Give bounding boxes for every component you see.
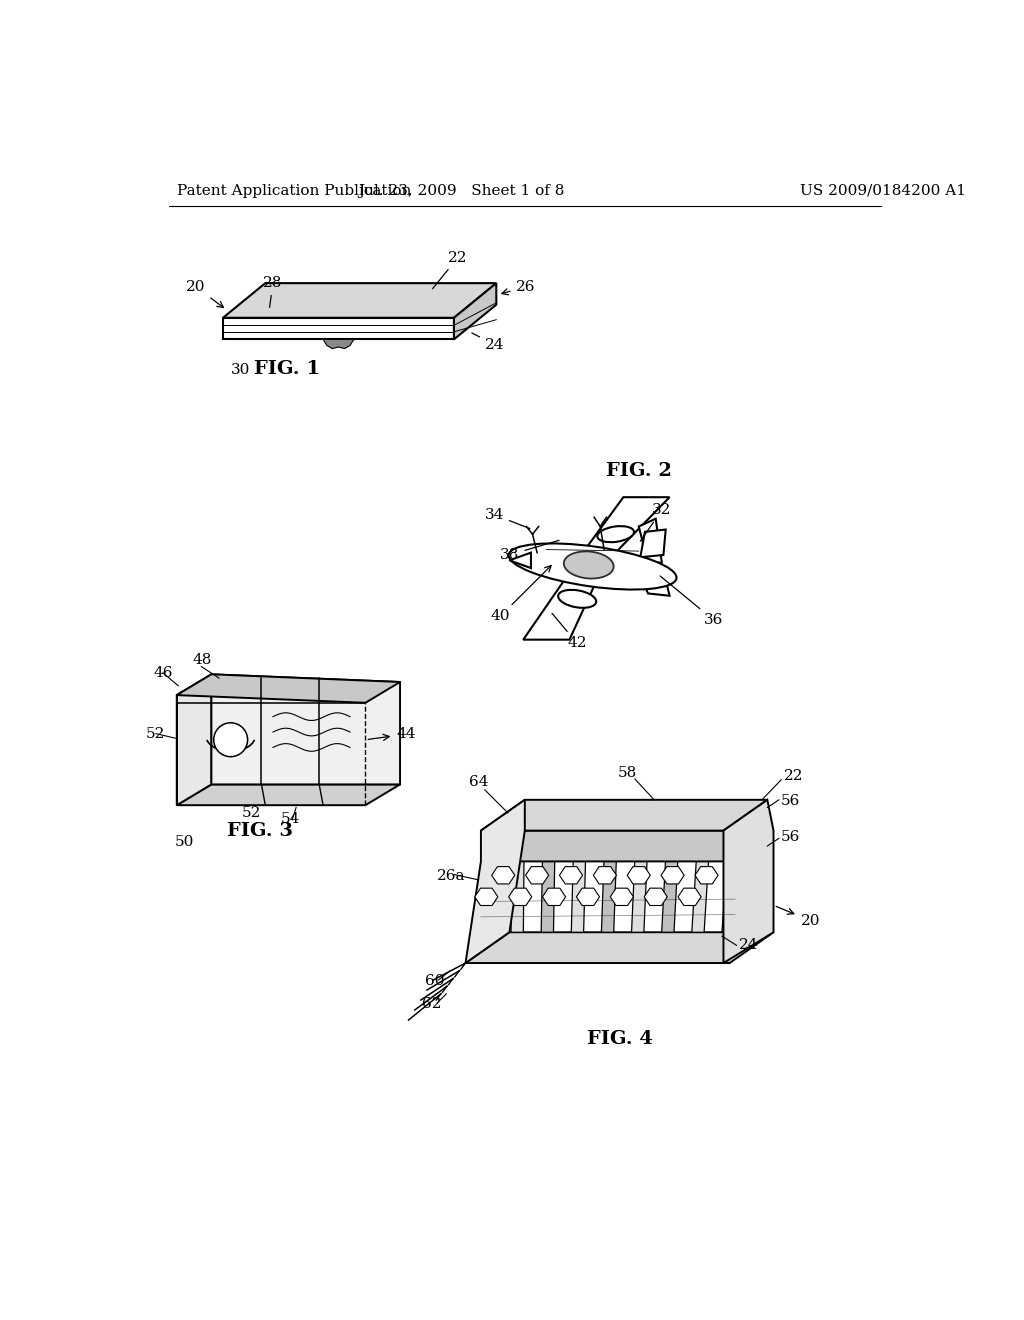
Text: 26a: 26a xyxy=(437,869,466,883)
Text: FIG. 4: FIG. 4 xyxy=(587,1030,652,1048)
Polygon shape xyxy=(454,284,497,339)
Polygon shape xyxy=(637,568,670,595)
Polygon shape xyxy=(644,888,668,906)
Polygon shape xyxy=(323,339,354,348)
Text: 60: 60 xyxy=(425,974,444,987)
Ellipse shape xyxy=(509,544,677,590)
Polygon shape xyxy=(475,888,498,906)
Polygon shape xyxy=(639,519,662,562)
Text: 56: 56 xyxy=(781,795,801,808)
Polygon shape xyxy=(543,888,565,906)
Polygon shape xyxy=(662,862,678,932)
Text: 20: 20 xyxy=(186,280,223,308)
Polygon shape xyxy=(481,830,767,862)
Text: 30: 30 xyxy=(230,363,250,378)
Text: 42: 42 xyxy=(552,614,587,651)
Text: 52: 52 xyxy=(243,805,261,820)
Polygon shape xyxy=(466,932,773,964)
Polygon shape xyxy=(662,867,684,884)
Text: 56: 56 xyxy=(781,830,801,845)
Polygon shape xyxy=(578,498,670,561)
Text: 32: 32 xyxy=(640,503,672,541)
Text: 26: 26 xyxy=(502,280,536,294)
Text: 58: 58 xyxy=(617,766,637,780)
Text: 20: 20 xyxy=(776,907,820,928)
Text: Jul. 23, 2009   Sheet 1 of 8: Jul. 23, 2009 Sheet 1 of 8 xyxy=(358,183,565,198)
Polygon shape xyxy=(724,800,773,964)
Polygon shape xyxy=(511,862,524,932)
Polygon shape xyxy=(481,800,767,830)
Text: FIG. 1: FIG. 1 xyxy=(254,360,319,378)
Polygon shape xyxy=(632,862,647,932)
Polygon shape xyxy=(481,862,494,932)
Polygon shape xyxy=(223,318,454,339)
Text: 24: 24 xyxy=(739,939,759,952)
Text: 64: 64 xyxy=(469,775,488,789)
Text: 62: 62 xyxy=(422,997,441,1011)
Text: 36: 36 xyxy=(660,576,724,627)
Polygon shape xyxy=(640,529,666,557)
Text: 52: 52 xyxy=(146,727,165,742)
Polygon shape xyxy=(525,867,549,884)
Polygon shape xyxy=(223,284,497,318)
Text: 46: 46 xyxy=(154,665,173,680)
Text: 24: 24 xyxy=(472,333,504,351)
Text: US 2009/0184200 A1: US 2009/0184200 A1 xyxy=(801,183,967,198)
Polygon shape xyxy=(571,862,586,932)
Polygon shape xyxy=(601,862,616,932)
Ellipse shape xyxy=(558,590,596,607)
Text: FIG. 2: FIG. 2 xyxy=(606,462,672,479)
Polygon shape xyxy=(678,888,701,906)
Text: Patent Application Publication: Patent Application Publication xyxy=(177,183,411,198)
Polygon shape xyxy=(692,862,709,932)
Text: 54: 54 xyxy=(281,812,300,826)
Text: 22: 22 xyxy=(783,768,803,783)
Text: FIG. 3: FIG. 3 xyxy=(226,822,293,840)
Polygon shape xyxy=(559,867,583,884)
Circle shape xyxy=(214,723,248,756)
Polygon shape xyxy=(523,573,600,640)
Text: 44: 44 xyxy=(369,727,416,742)
Text: 50: 50 xyxy=(174,836,194,849)
Polygon shape xyxy=(509,888,531,906)
Polygon shape xyxy=(492,867,515,884)
Polygon shape xyxy=(695,867,718,884)
Text: 34: 34 xyxy=(484,508,529,528)
Polygon shape xyxy=(628,867,650,884)
Text: 48: 48 xyxy=(193,653,212,668)
Text: 38: 38 xyxy=(500,540,559,562)
Polygon shape xyxy=(177,675,211,805)
Text: 22: 22 xyxy=(432,251,468,289)
Polygon shape xyxy=(177,784,400,805)
Ellipse shape xyxy=(564,552,613,578)
Polygon shape xyxy=(509,553,531,568)
Polygon shape xyxy=(577,888,599,906)
Ellipse shape xyxy=(597,527,634,543)
Polygon shape xyxy=(466,800,524,964)
Text: 40: 40 xyxy=(490,565,551,623)
Polygon shape xyxy=(541,862,555,932)
Polygon shape xyxy=(177,675,400,702)
Polygon shape xyxy=(610,888,634,906)
Polygon shape xyxy=(593,867,616,884)
Polygon shape xyxy=(722,862,739,932)
Polygon shape xyxy=(211,675,400,784)
Text: 28: 28 xyxy=(263,276,283,308)
